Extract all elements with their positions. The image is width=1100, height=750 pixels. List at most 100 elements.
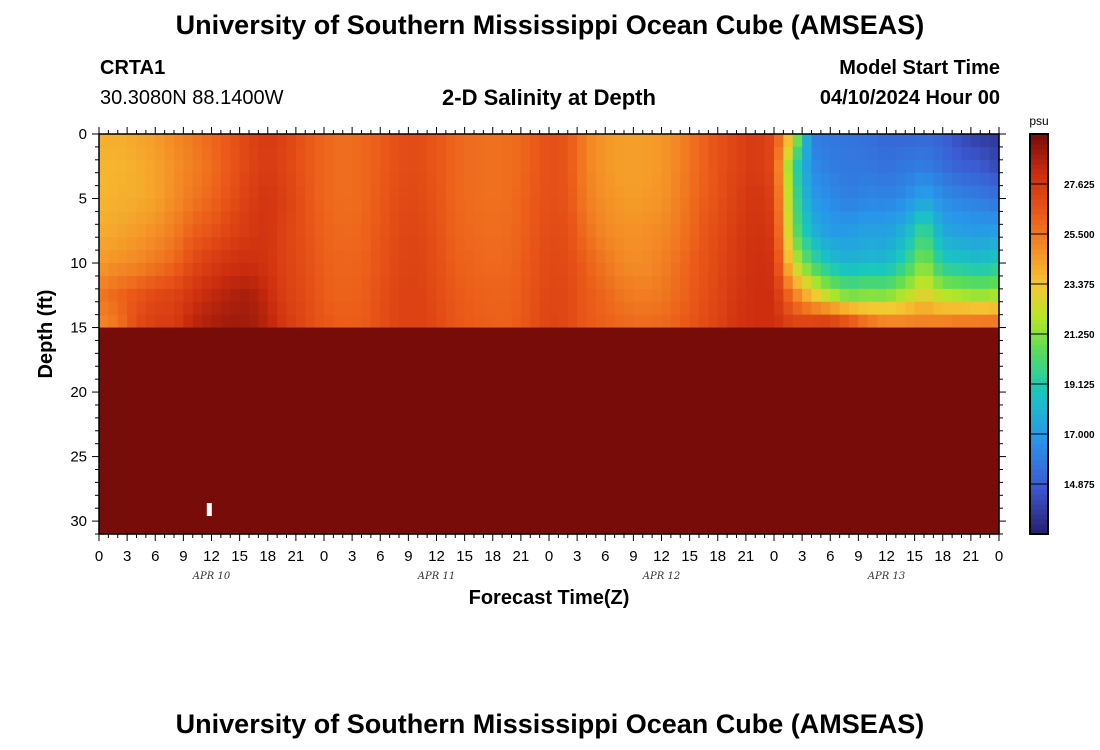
heatmap-cell <box>520 366 531 380</box>
heatmap-cell <box>839 314 850 329</box>
heatmap-cell <box>670 211 681 225</box>
heatmap-cell <box>230 146 241 161</box>
heatmap-cell <box>905 482 916 496</box>
heatmap-cell <box>642 288 653 303</box>
heatmap-cell <box>99 521 109 535</box>
heatmap-cell <box>474 224 484 238</box>
heatmap-cell <box>239 237 250 251</box>
heatmap-cell <box>352 430 363 445</box>
heatmap-cell <box>877 417 888 432</box>
heatmap-cell <box>830 456 841 471</box>
heatmap-cell <box>342 366 353 380</box>
heatmap-cell <box>436 495 447 509</box>
heatmap-cell <box>145 443 156 458</box>
heatmap-cell <box>436 430 447 445</box>
heatmap-cell <box>933 250 944 264</box>
heatmap-cell <box>455 172 466 187</box>
heatmap-cell <box>820 198 831 213</box>
heatmap-cell <box>614 211 625 225</box>
heatmap-cell <box>924 340 934 354</box>
heatmap-cell <box>155 456 166 471</box>
heatmap-cell <box>230 495 241 509</box>
heatmap-cell <box>202 482 213 496</box>
heatmap-cell <box>258 314 269 329</box>
heatmap-cell <box>595 288 606 303</box>
heatmap-cell <box>774 327 784 342</box>
heatmap-cell <box>858 288 869 303</box>
heatmap-cell <box>952 353 963 367</box>
heatmap-cell <box>708 456 719 471</box>
heatmap-cell <box>970 185 981 200</box>
heatmap-cell <box>267 224 278 238</box>
heatmap-cell <box>914 430 925 445</box>
heatmap-cell <box>464 482 475 496</box>
heatmap-cell <box>267 159 278 174</box>
heatmap-cell <box>942 443 953 458</box>
heatmap-cell <box>455 224 466 238</box>
heatmap-cell <box>849 379 859 393</box>
heatmap-cell <box>352 443 363 458</box>
heatmap-cell <box>492 288 503 303</box>
heatmap-cell <box>595 327 606 342</box>
heatmap-cell <box>858 417 869 432</box>
heatmap-cell <box>567 495 578 509</box>
heatmap-cell <box>474 456 484 471</box>
heatmap-cell <box>408 353 419 367</box>
heatmap-cell <box>511 134 522 148</box>
heatmap-cell <box>502 224 513 238</box>
heatmap-cell <box>145 224 156 238</box>
heatmap-cell <box>427 508 438 522</box>
colorbar-segment <box>1030 379 1048 385</box>
heatmap-cell <box>352 379 363 393</box>
heatmap-cell <box>502 288 513 303</box>
heatmap-cell <box>314 211 325 225</box>
heatmap-cell <box>502 417 513 432</box>
heatmap-cell <box>408 495 419 509</box>
heatmap-cell <box>633 508 644 522</box>
heatmap-cell <box>314 508 325 522</box>
heatmap-cell <box>380 404 391 419</box>
heatmap-cell <box>127 353 138 367</box>
heatmap-cell <box>558 288 569 303</box>
heatmap-cell <box>520 288 531 303</box>
heatmap-cell <box>586 146 597 161</box>
heatmap-cell <box>736 443 747 458</box>
heatmap-cell <box>642 263 653 277</box>
heatmap-cell <box>661 146 672 161</box>
heatmap-cell <box>802 366 813 380</box>
heatmap-cell <box>342 353 353 367</box>
heatmap-cell <box>220 508 231 522</box>
heatmap-cell <box>277 159 288 174</box>
heatmap-cell <box>886 417 897 432</box>
heatmap-cell <box>314 327 325 342</box>
heatmap-cell <box>155 146 166 161</box>
heatmap-cell <box>211 301 222 316</box>
heatmap-cell <box>220 366 231 380</box>
heatmap-cell <box>605 340 616 354</box>
heatmap-cell <box>970 443 981 458</box>
heatmap-cell <box>905 443 916 458</box>
heatmap-cell <box>961 288 972 303</box>
heatmap-cell <box>361 301 372 316</box>
heatmap-cell <box>577 263 588 277</box>
heatmap-cell <box>849 327 859 342</box>
heatmap-cell <box>633 159 644 174</box>
heatmap-cell <box>595 146 606 161</box>
heatmap-cell <box>811 327 822 342</box>
heatmap-cell <box>905 521 916 535</box>
heatmap-cell <box>802 250 813 264</box>
heatmap-cell <box>839 340 850 354</box>
heatmap-cell <box>445 417 456 432</box>
heatmap-cell <box>361 379 372 393</box>
heatmap-cell <box>708 314 719 329</box>
heatmap-cell <box>117 288 128 303</box>
heatmap-cell <box>877 404 888 419</box>
heatmap-cell <box>417 417 428 432</box>
heatmap-cell <box>136 314 147 329</box>
heatmap-cell <box>764 417 775 432</box>
heatmap-cell <box>474 521 484 535</box>
heatmap-cell <box>370 417 381 432</box>
heatmap-cell <box>858 340 869 354</box>
heatmap-cell <box>755 275 766 290</box>
heatmap-cell <box>277 404 288 419</box>
